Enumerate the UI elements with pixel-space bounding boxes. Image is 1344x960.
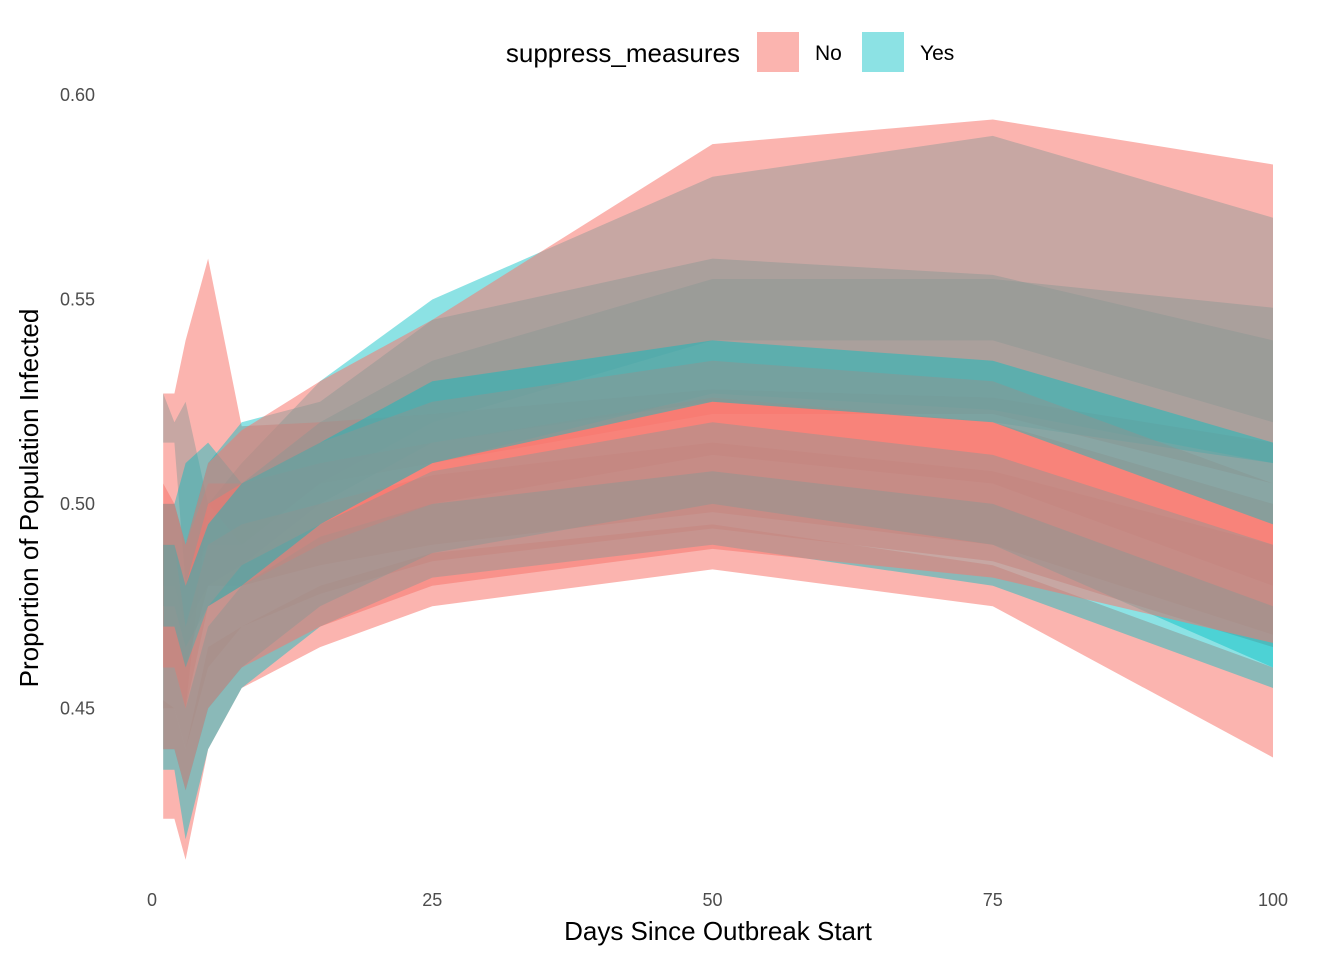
y-tick-label: 0.45 [60,698,95,718]
x-tick-label: 0 [147,890,157,910]
x-tick-label: 100 [1258,890,1288,910]
x-tick-label: 50 [702,890,722,910]
ribbon-yes-6 [163,340,1274,668]
x-axis-title: Days Since Outbreak Start [564,916,873,946]
legend-label-yes: Yes [920,42,954,65]
y-axis-title: Proportion of Population Infected [14,309,44,688]
ribbon-no-6 [163,119,1274,791]
legend-label-no: No [815,42,842,65]
y-tick-label: 0.60 [60,85,95,105]
legend-title: suppress_measures [506,38,740,68]
band-layer [163,119,1274,860]
legend: suppress_measures No Yes [506,32,954,72]
x-tick-label: 25 [422,890,442,910]
legend-swatch-no [757,32,799,72]
x-axis-ticks: 0 25 50 75 100 [147,890,1288,910]
legend-swatch-yes [862,32,904,72]
x-tick-label: 75 [983,890,1003,910]
y-tick-label: 0.55 [60,289,95,309]
y-axis-ticks: 0.45 0.50 0.55 0.60 [60,85,95,718]
y-tick-label: 0.50 [60,494,95,514]
